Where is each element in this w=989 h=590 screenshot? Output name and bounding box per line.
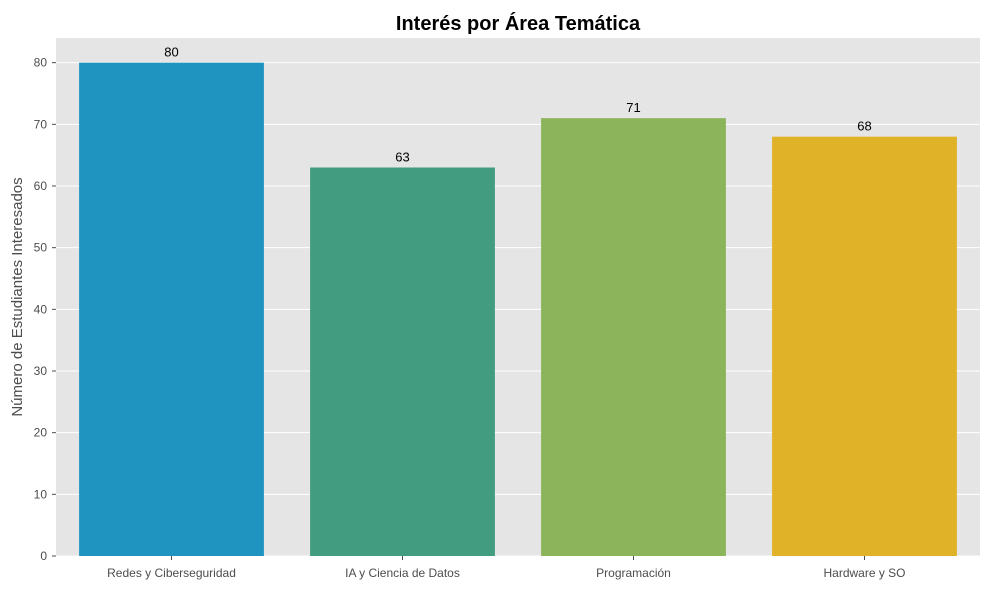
y-tick-label: 80 bbox=[34, 56, 48, 70]
x-tick-label: IA y Ciencia de Datos bbox=[345, 566, 460, 580]
y-tick-label: 10 bbox=[34, 487, 48, 501]
bar bbox=[79, 62, 264, 557]
bar bbox=[772, 136, 957, 556]
bar-value-label: 63 bbox=[395, 150, 409, 165]
x-tick-label: Redes y Ciberseguridad bbox=[107, 566, 236, 580]
y-tick-label: 50 bbox=[34, 241, 48, 255]
bar-value-label: 71 bbox=[626, 100, 640, 115]
bars bbox=[79, 62, 957, 557]
bar bbox=[541, 118, 726, 557]
y-tick-label: 30 bbox=[34, 364, 48, 378]
y-tick-label: 40 bbox=[34, 302, 48, 316]
y-axis-ticks: 0 10 20 30 40 50 60 70 80 bbox=[34, 56, 56, 563]
x-tick-label: Programación bbox=[596, 566, 671, 580]
y-tick-label: 0 bbox=[40, 549, 47, 563]
x-tick-label: Hardware y SO bbox=[823, 566, 905, 580]
y-tick-label: 70 bbox=[34, 117, 48, 131]
y-tick-label: 20 bbox=[34, 426, 48, 440]
chart-title: Interés por Área Temática bbox=[396, 12, 641, 35]
y-axis-label: Número de Estudiantes Interesados bbox=[9, 177, 26, 416]
x-axis-ticks: Redes y Ciberseguridad IA y Ciencia de Da… bbox=[107, 556, 906, 580]
bar-value-label: 68 bbox=[857, 119, 871, 134]
bar bbox=[310, 167, 495, 556]
bar-value-label: 80 bbox=[164, 45, 178, 60]
data-labels: 80 63 71 68 bbox=[164, 45, 871, 165]
y-tick-label: 60 bbox=[34, 179, 48, 193]
